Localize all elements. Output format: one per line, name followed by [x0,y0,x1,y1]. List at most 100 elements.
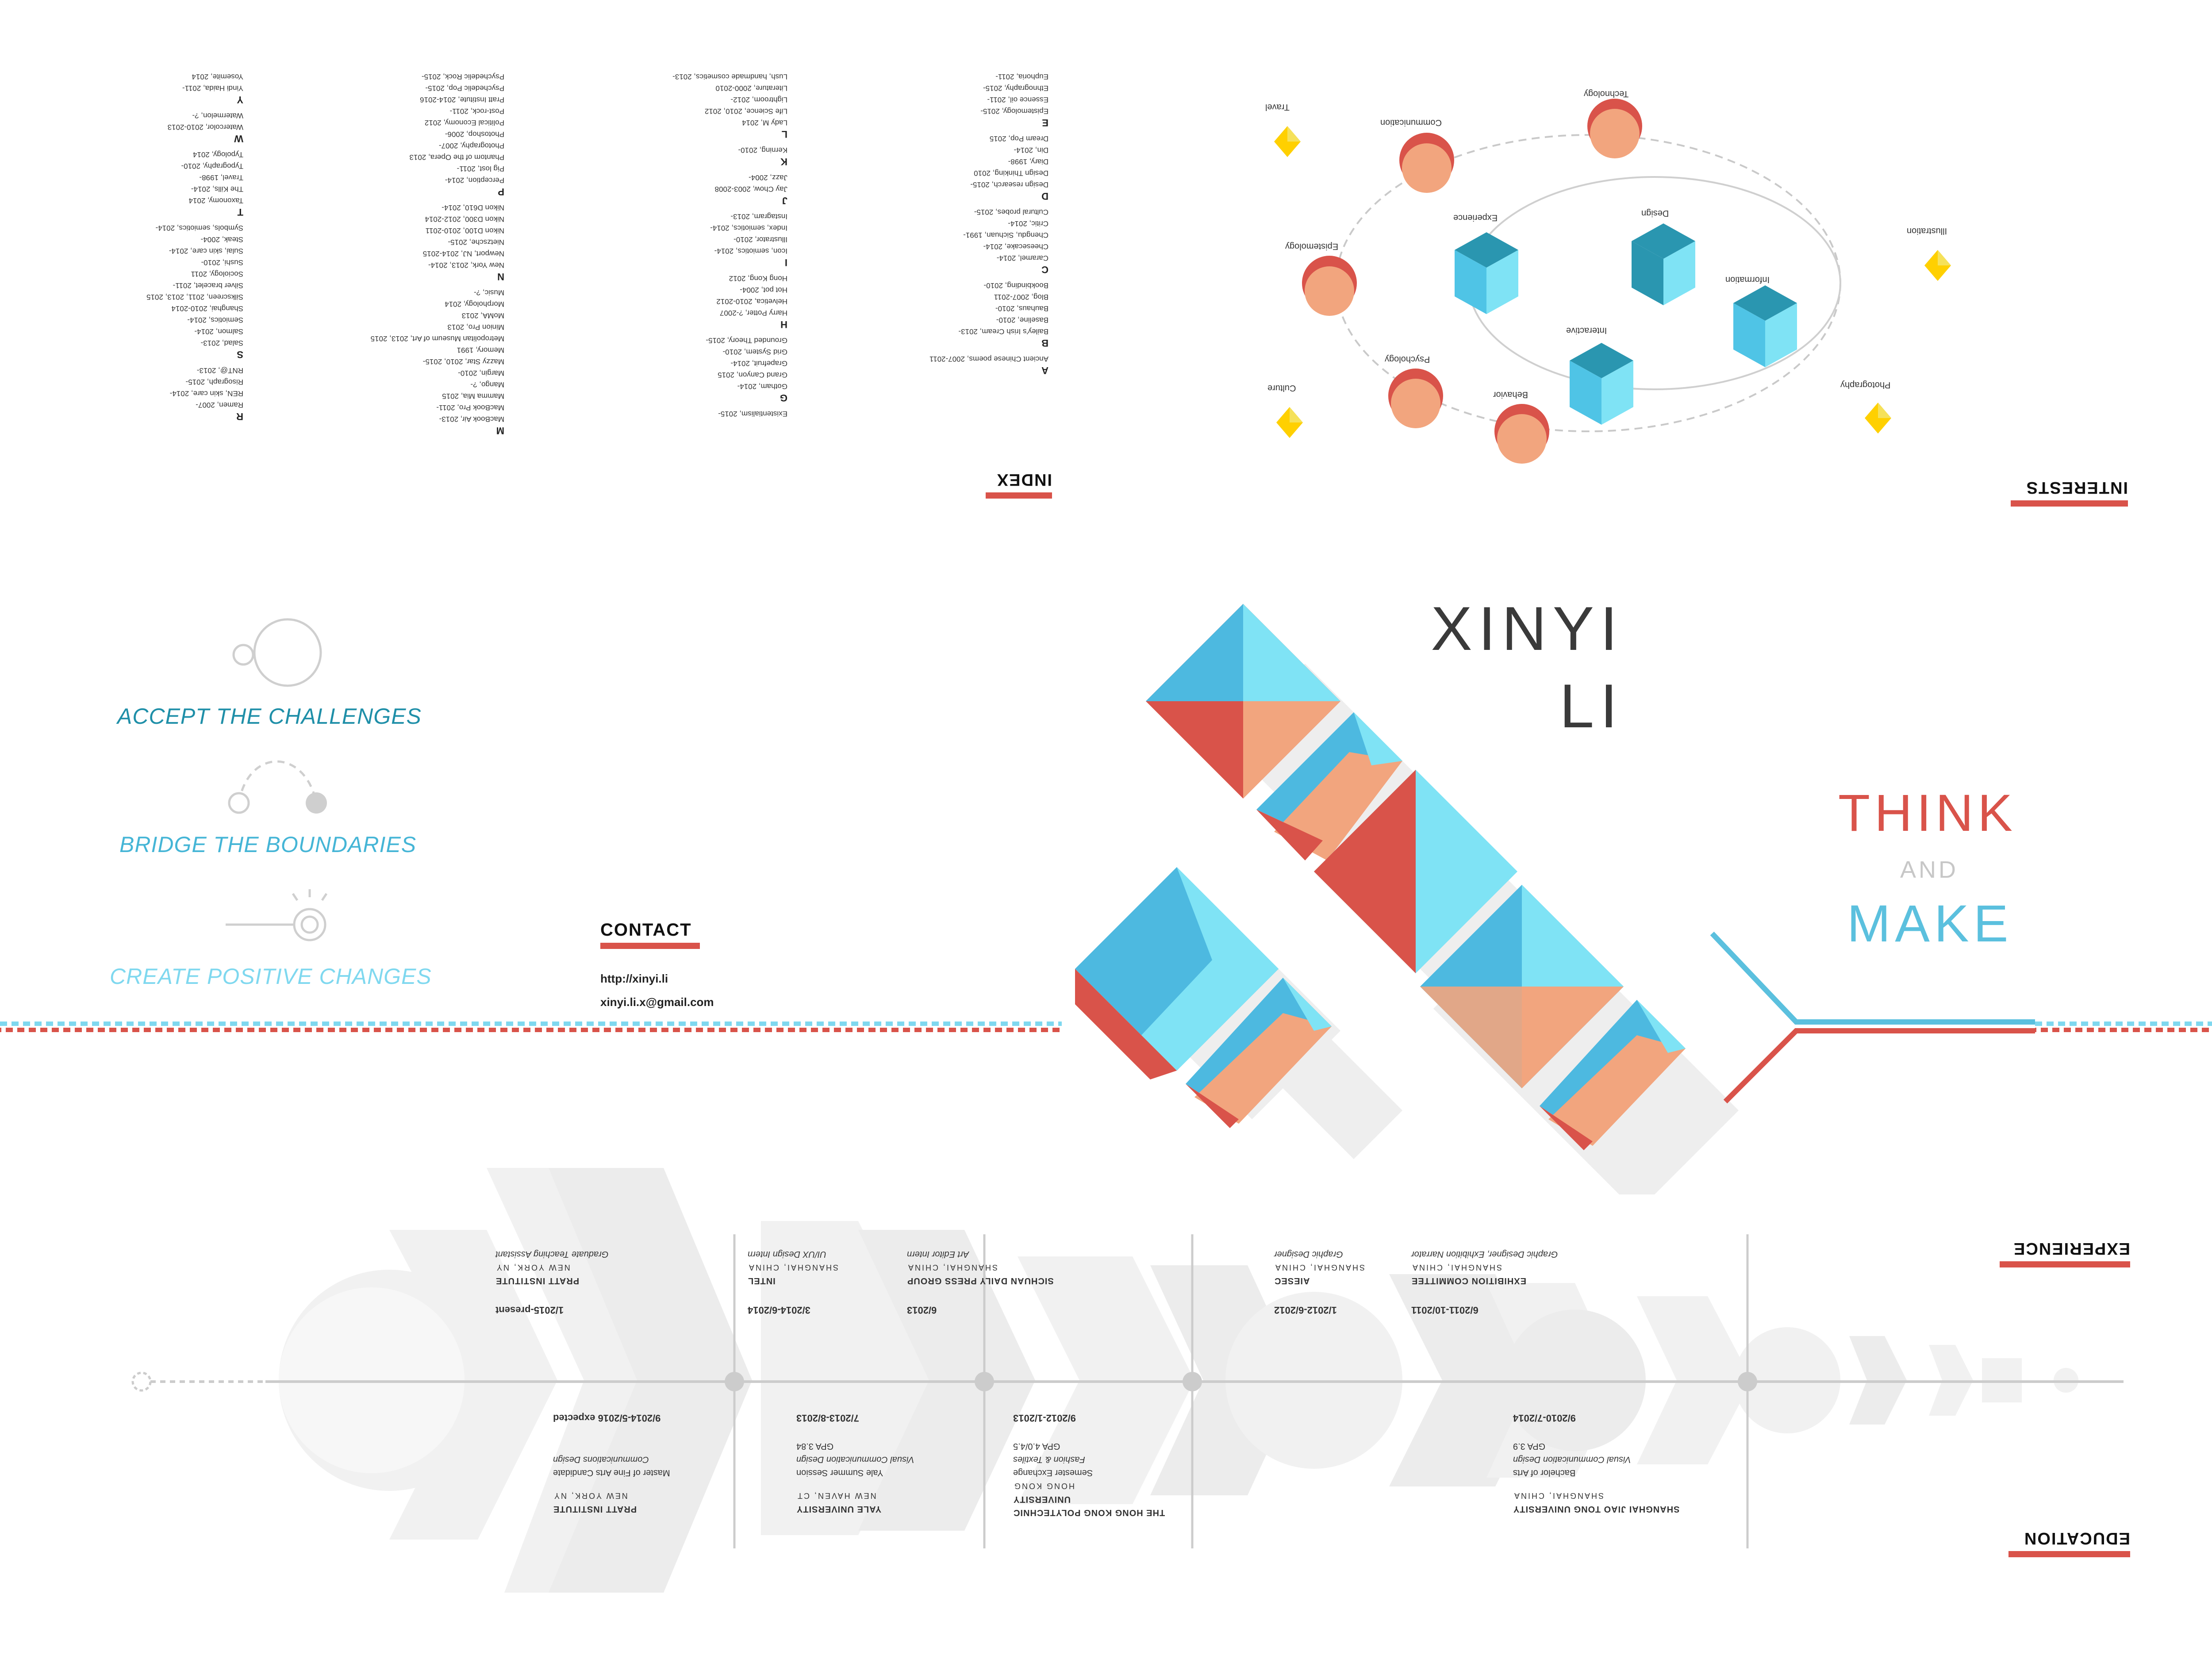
education-date: 7/2013-8/2013 [796,1413,859,1424]
illustration-diamond [1924,250,1951,281]
education-item: SHANGHAI JIAO TONG UNIVERSITY SHANGHAI, … [1513,1411,1725,1516]
timeline-nodes [725,1372,1757,1391]
center-diamond [1314,770,1517,973]
experience-date: 3/2014-6/2014 [748,1305,810,1316]
experience-date: 6/2011-10/2011 [1411,1305,1479,1316]
education-date: 9/2010-7/2014 [1513,1413,1576,1424]
contact-email[interactable]: xinyi.li.x@gmail.com [600,995,714,1009]
lower-right-small-block [1540,1000,1686,1150]
contact-url[interactable]: http://xinyi.li [600,972,668,985]
psychology-circle [1388,369,1443,428]
experience-role: Graphic Designer [1274,1249,1343,1259]
education-date: 9/2012-1/2013 [1013,1413,1076,1424]
experience-item: 3/2014-6/2014 INTEL SHANGHAI, CHINA UI/U… [748,1248,854,1317]
education-heading-label: EDUCATION [2023,1529,2130,1548]
education-field: Fashion & Textiles [1013,1455,1085,1464]
interests-diagram [1274,99,1951,464]
name-first: XINYI [1431,594,1624,663]
experience-role: Graphic Designer, Exhibition Narrator [1411,1249,1558,1259]
education-item: PRATT INSTITUTE NEW YORK, NY Master of F… [553,1411,721,1516]
experience-heading-bar [2000,1261,2130,1267]
experience-item: 6/2011-10/2011 EXHIBITION COMMITTEE SHAN… [1411,1248,1615,1317]
experience-heading: EXPERIENCE [1997,1239,2130,1267]
motto-make: MAKE [1847,895,2013,953]
bridge-icon [228,760,327,814]
experience-role: UI/UX Design Intern [748,1249,826,1259]
education-gpa: GPA 4.0/4.5 [1013,1441,1060,1451]
education-field: Communications Design [553,1455,649,1464]
hero-graphic [1075,604,2035,1194]
challenge-icon [232,618,322,687]
contact-heading: CONTACT [600,920,692,940]
photography-diamond [1865,403,1891,434]
design-cube [1632,223,1695,305]
experience-role: Graduate Teaching Assistant [495,1249,609,1259]
experience-date: 6/2013 [907,1305,937,1316]
education-location: HONG KONG [1013,1482,1075,1490]
education-field: Visual Communication Design [1513,1455,1631,1464]
experience-cube [1455,232,1518,314]
experience-item: 1/2012-6/2012 AIESEC SHANGHAI, CHINA Gra… [1274,1248,1380,1317]
interactive-cube [1570,343,1633,425]
positive-change-icon [226,889,328,941]
motto-think: THINK [1838,784,2017,842]
education-degree: Yale Summer Session [796,1468,883,1478]
education-org: SHANGHAI JIAO TONG UNIVERSITY [1513,1504,1680,1514]
left-small-block [1186,978,1332,1128]
bridge-boundaries-slogan: BRIDGE THE BOUNDARIES [119,832,417,857]
epistemology-circle [1302,256,1357,316]
experience-location: SHANGHAI, CHINA [1411,1263,1502,1272]
education-heading-bar [2008,1551,2130,1557]
experience-org: EXHIBITION COMMITTEE [1411,1276,1526,1286]
information-cube [1733,285,1797,367]
left-big-block [1075,867,1279,1079]
name-last: LI [1559,671,1624,741]
behavior-circle [1494,404,1549,464]
travel-diamond [1274,126,1301,157]
experience-location: SHANGHAI, CHINA [907,1263,998,1272]
experience-date: 1/2012-6/2012 [1274,1305,1337,1316]
experience-org: AIESEC [1274,1276,1310,1286]
experience-item: 1/2015-present PRATT INSTITUTE NEW YORK,… [495,1248,664,1317]
timeline-start-marker [131,1371,152,1392]
education-item: THE HONG KONG POLYTECHNIC UNIVERSITY HON… [1013,1411,1190,1519]
education-degree: Bachelor of Arts [1513,1468,1576,1478]
contact-heading-bar [600,943,700,949]
education-heading: EDUCATION [2006,1528,2130,1557]
education-location: NEW HAVEN, CT [796,1491,876,1500]
education-degree: Semester Exchange [1013,1468,1093,1478]
contact-block: CONTACT http://xinyi.li xinyi.li.x@gmail… [600,920,714,1009]
education-gpa: GPA 3.84 [796,1441,834,1451]
experience-item: 6/2013 SICHUAN DAILY PRESS GROUP SHANGHA… [907,1248,1084,1317]
experience-location: NEW YORK, NY [495,1263,570,1272]
education-date: 9/2014-5/2016 expected [553,1413,661,1424]
education-org: YALE UNIVERSITY [796,1504,882,1514]
lower-right-block [1420,885,1624,1088]
experience-org: SICHUAN DAILY PRESS GROUP [907,1276,1054,1286]
communication-circle [1399,133,1454,193]
education-field: Visual Communication Design [796,1455,914,1464]
education-location: NEW YORK, NY [553,1491,628,1500]
experience-location: SHANGHAI, CHINA [748,1263,839,1272]
experience-org: PRATT INSTITUTE [495,1276,580,1286]
experience-date: 1/2015-present [495,1305,564,1316]
education-location: SHANGHAI, CHINA [1513,1491,1604,1500]
experience-role: Art Editor Intern [907,1249,969,1259]
divider-strip [0,1022,2212,1032]
arrow-lines [1710,931,2035,1104]
experience-heading-label: EXPERIENCE [2013,1239,2130,1258]
slogan-icons [226,618,328,941]
technology-circle [1587,99,1642,158]
education-org: THE HONG KONG POLYTECHNIC UNIVERSITY [1013,1494,1165,1517]
experience-location: SHANGHAI, CHINA [1274,1263,1365,1272]
top-diamond [1146,604,1340,799]
education-org: PRATT INSTITUTE [553,1504,637,1514]
motto-and: AND [1900,856,1959,883]
second-block [1256,712,1402,860]
education-gpa: GPA 3.9 [1513,1441,1546,1451]
accept-challenges-slogan: ACCEPT THE CHALLENGES [117,704,422,729]
create-changes-slogan: CREATE POSITIVE CHANGES [110,964,432,989]
experience-org: INTEL [748,1276,776,1286]
education-degree: Master of Fine Arts Candidate [553,1468,670,1478]
